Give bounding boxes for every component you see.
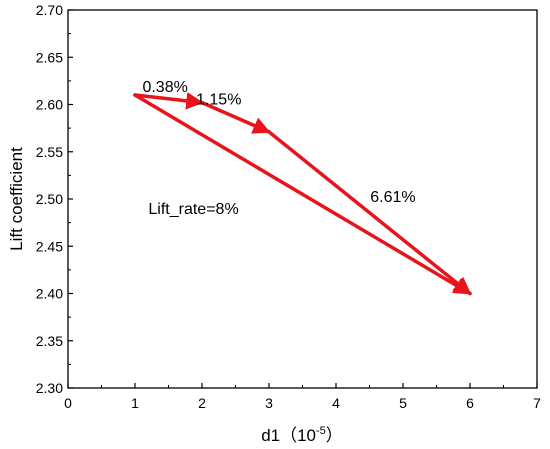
x-tick-label: 1 (131, 395, 139, 411)
x-tick-label: 5 (399, 395, 407, 411)
y-tick-label: 2.40 (36, 286, 63, 302)
y-axis: 2.30 2.35 2.40 2.45 2.50 2.55 2.60 2.65 2.70 (36, 2, 73, 396)
x-tick-label: 6 (466, 395, 474, 411)
y-tick-label: 2.60 (36, 97, 63, 113)
y-tick-label: 2.55 (36, 144, 63, 160)
y-tick-label: 2.50 (36, 191, 63, 207)
y-axis-title: Lift coefficient (7, 147, 26, 251)
x-axis: 0 1 2 3 4 5 6 7 (64, 383, 541, 411)
arrow-segment-3 (267, 130, 472, 296)
plot-frame (67, 9, 538, 389)
x-tick-label: 7 (533, 395, 541, 411)
x-tick-label: 2 (198, 395, 206, 411)
x-axis-title-suffix: ） (326, 426, 343, 445)
x-tick-label: 3 (265, 395, 273, 411)
y-tick-label: 2.65 (36, 49, 63, 65)
x-tick-label: 0 (64, 395, 72, 411)
arrow-segment-4 (133, 93, 472, 296)
arrow-label-1: 0.38% (142, 79, 187, 96)
arrow-segment-1 (133, 92, 204, 110)
arrow-labels: 0.38% 1.15% 6.61% Lift_rate=8% (142, 79, 415, 218)
arrow-label-3: 6.61% (370, 189, 415, 206)
arrow-series (133, 92, 472, 296)
x-tick-label: 4 (332, 395, 340, 411)
y-tick-label: 2.45 (36, 238, 63, 254)
annotation-lift-rate: Lift_rate=8% (148, 201, 238, 218)
x-axis-title: d1（10-5） (261, 425, 343, 445)
y-tick-label: 2.30 (36, 380, 63, 396)
y-tick-label: 2.35 (36, 333, 63, 349)
x-axis-title-exponent: -5 (316, 425, 326, 437)
x-axis-title-prefix: d1（10 (261, 426, 316, 445)
arrow-segment-2 (200, 100, 271, 134)
y-tick-label: 2.70 (36, 2, 63, 18)
arrow-label-2: 1.15% (196, 92, 241, 109)
